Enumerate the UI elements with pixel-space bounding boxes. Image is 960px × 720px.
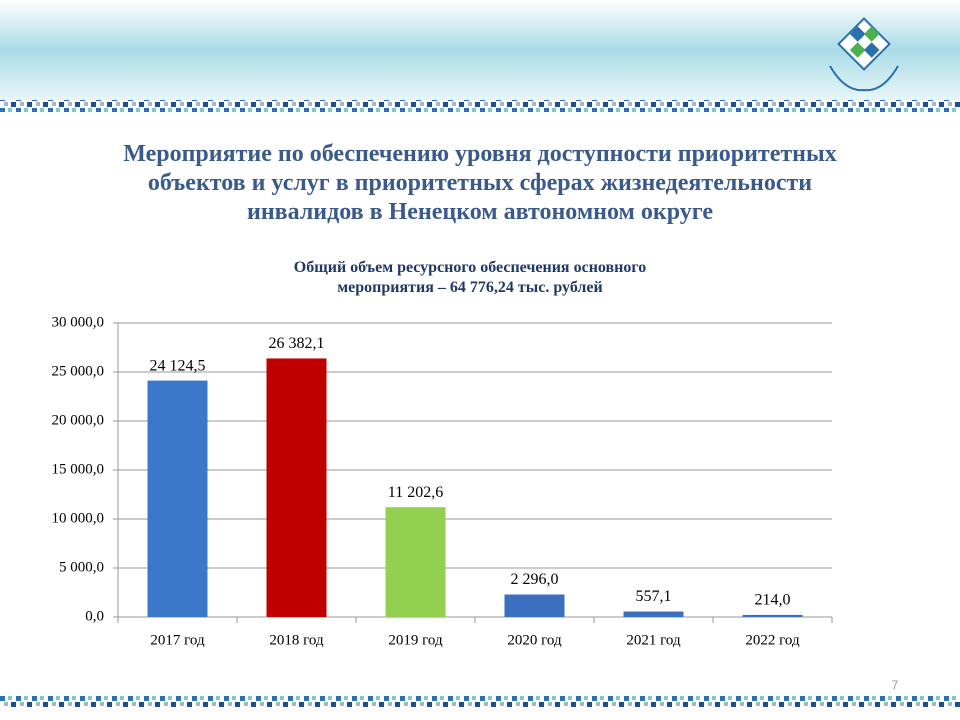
value-label: 26 382,1: [269, 335, 325, 352]
bar: [623, 611, 684, 617]
bar: [504, 594, 565, 617]
header-pattern: [0, 100, 960, 112]
value-label: 214,0: [755, 592, 791, 609]
x-tick-label: 2021 год: [626, 632, 681, 648]
x-tick-label: 2020 год: [507, 632, 562, 648]
x-tick-label: 2018 год: [269, 632, 324, 648]
footer-pattern: [0, 696, 960, 708]
value-label: 24 124,5: [150, 357, 206, 374]
y-tick-label: 5 000,0: [59, 559, 104, 575]
y-tick-label: 25 000,0: [52, 363, 105, 379]
bar: [742, 614, 803, 617]
chart-subtitle: Общий объем ресурсного обеспечения основ…: [293, 259, 647, 296]
header-band: [0, 0, 960, 100]
x-tick-label: 2017 год: [150, 632, 205, 648]
y-tick-label: 15 000,0: [52, 461, 105, 477]
slide-title: Мероприятие по обеспечению уровня доступ…: [123, 141, 837, 225]
page-number: 7: [891, 678, 899, 692]
y-tick-label: 30 000,0: [52, 314, 105, 330]
value-label: 11 202,6: [388, 484, 443, 501]
y-tick-label: 20 000,0: [52, 412, 105, 428]
bar: [385, 507, 446, 617]
bar: [147, 380, 208, 617]
x-tick-label: 2019 год: [388, 632, 443, 648]
x-tick-label: 2022 год: [745, 632, 800, 648]
bar: [266, 358, 327, 617]
y-tick-label: 0,0: [85, 608, 104, 624]
value-label: 557,1: [636, 588, 672, 605]
value-label: 2 296,0: [511, 571, 559, 588]
logo: [829, 17, 899, 92]
y-tick-label: 10 000,0: [52, 510, 105, 526]
